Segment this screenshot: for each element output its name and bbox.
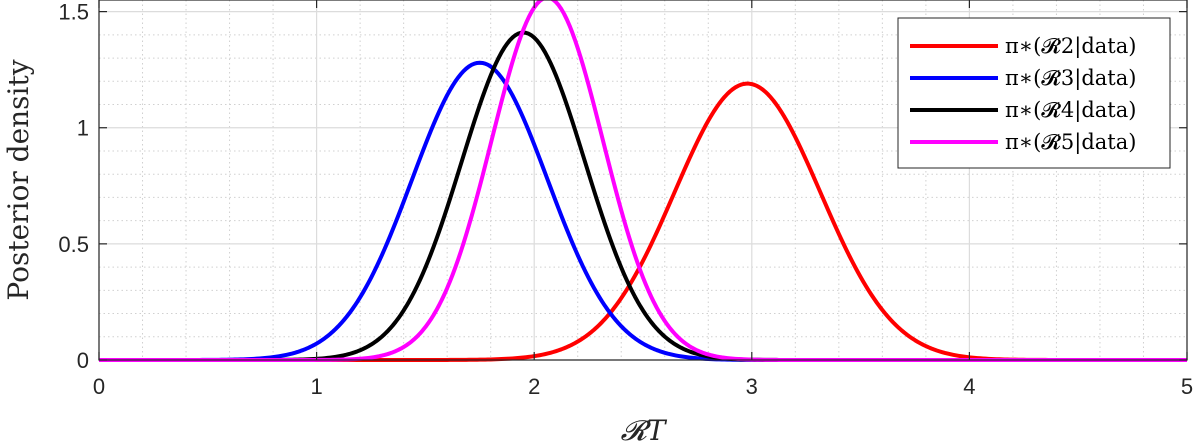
legend-label-3: π∗(𝓡5|data) — [1005, 130, 1136, 155]
legend-label-0: π∗(𝓡2|data) — [1005, 34, 1136, 59]
x-axis-title: 𝓡T — [621, 414, 668, 446]
x-tick-label: 1 — [310, 374, 322, 399]
legend: π∗(𝓡2|data) π∗(𝓡3|data) π∗(𝓡4|data) π∗(𝓡… — [897, 17, 1171, 169]
x-tick-label: 3 — [746, 374, 758, 399]
y-tick-label: 0.5 — [58, 232, 89, 257]
x-tick-label: 5 — [1181, 374, 1193, 399]
x-tick-label: 2 — [528, 374, 540, 399]
y-tick-label: 1 — [77, 116, 89, 141]
x-tick-label: 4 — [963, 374, 975, 399]
axis-ticks — [98, 0, 1188, 361]
y-axis-title: Posterior density — [2, 59, 35, 300]
y-tick-label: 1.5 — [58, 0, 89, 25]
plot-frame — [98, 0, 1188, 361]
legend-label-1: π∗(𝓡3|data) — [1005, 66, 1136, 91]
y-tick-label: 0 — [77, 348, 89, 373]
legend-label-2: π∗(𝓡4|data) — [1005, 98, 1136, 123]
x-tick-label: 0 — [93, 374, 105, 399]
tick-labels: 0 1 2 3 4 5 0 0.5 1 1.5 — [58, 0, 1193, 399]
